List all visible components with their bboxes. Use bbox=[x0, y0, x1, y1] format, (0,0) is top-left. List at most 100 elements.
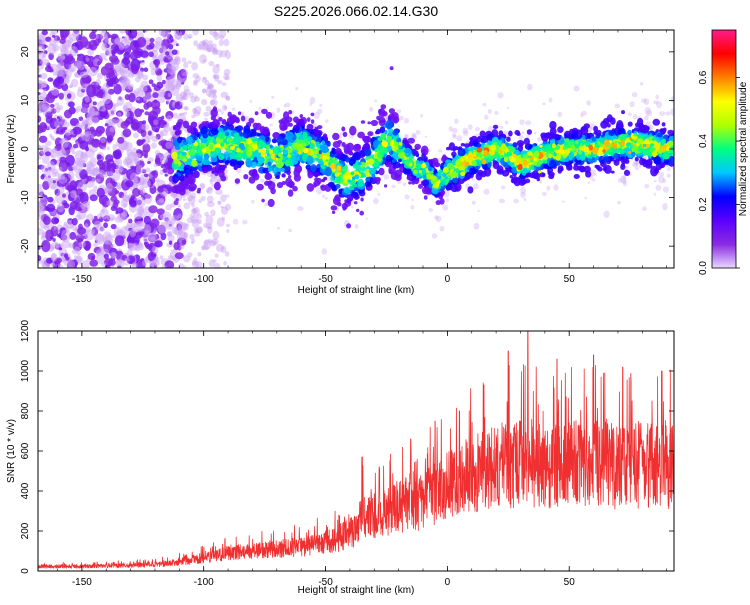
heatmap-cell bbox=[320, 185, 323, 188]
heatmap-cell bbox=[62, 193, 66, 197]
heatmap-cell bbox=[215, 254, 219, 258]
heatmap-cell bbox=[592, 178, 596, 181]
heatmap-cell bbox=[136, 98, 140, 101]
heatmap-cell bbox=[72, 127, 82, 135]
heatmap-cell bbox=[658, 149, 663, 154]
heatmap-cell bbox=[204, 133, 209, 137]
heatmap-cell bbox=[91, 134, 94, 138]
heatmap-cell bbox=[160, 156, 168, 163]
heatmap-cell bbox=[644, 184, 649, 188]
heatmap-cell bbox=[254, 157, 258, 162]
heatmap-cell bbox=[181, 113, 184, 116]
heatmap-cell bbox=[359, 211, 364, 216]
heatmap-cell bbox=[403, 156, 406, 160]
heatmap-cell bbox=[151, 142, 157, 148]
heatmap-cell bbox=[347, 198, 352, 203]
heatmap-cell bbox=[488, 141, 493, 145]
heatmap-x-tick-label: -150 bbox=[72, 274, 92, 285]
heatmap-cell bbox=[488, 156, 493, 160]
heatmap-cell bbox=[236, 148, 240, 153]
heatmap-cell bbox=[117, 259, 123, 266]
heatmap-cell bbox=[183, 72, 188, 76]
heatmap-cell bbox=[243, 130, 251, 139]
heatmap-cell bbox=[141, 124, 149, 131]
heatmap-cell bbox=[108, 34, 111, 38]
heatmap-cell bbox=[482, 159, 486, 165]
heatmap-cell bbox=[341, 171, 344, 175]
heatmap-cell bbox=[67, 93, 72, 99]
heatmap-cell bbox=[278, 153, 283, 158]
heatmap-cell bbox=[95, 129, 102, 137]
heatmap-cell bbox=[82, 119, 89, 125]
heatmap-cell bbox=[125, 180, 133, 187]
heatmap-cell bbox=[200, 145, 204, 149]
heatmap-cell bbox=[228, 137, 233, 142]
heatmap-cell bbox=[184, 85, 190, 92]
heatmap-cell bbox=[175, 131, 180, 136]
heatmap-cell bbox=[72, 151, 75, 154]
heatmap-cell bbox=[633, 145, 637, 150]
heatmap-cell bbox=[202, 245, 209, 250]
heatmap-cell bbox=[230, 128, 233, 131]
heatmap-cell bbox=[499, 199, 505, 204]
heatmap-cell bbox=[147, 161, 151, 164]
heatmap-cell bbox=[307, 117, 311, 122]
heatmap-cell bbox=[643, 144, 646, 147]
heatmap-cell bbox=[45, 151, 51, 156]
heatmap-cell bbox=[195, 155, 198, 159]
heatmap-cell bbox=[493, 161, 500, 169]
heatmap-y-tick-label: 10 bbox=[20, 94, 31, 106]
heatmap-cell bbox=[188, 34, 193, 39]
heatmap-cell bbox=[77, 227, 86, 235]
heatmap-cell bbox=[177, 137, 182, 144]
heatmap-cell bbox=[51, 242, 60, 249]
heatmap-cell bbox=[69, 232, 76, 240]
heatmap-cell bbox=[105, 63, 114, 71]
heatmap-cell bbox=[665, 111, 670, 115]
heatmap-cell bbox=[41, 165, 47, 173]
heatmap-cell bbox=[60, 55, 65, 59]
heatmap-cell bbox=[72, 249, 78, 254]
heatmap-x-tick-label: 50 bbox=[564, 274, 576, 285]
heatmap-cell bbox=[611, 148, 614, 152]
heatmap-cell bbox=[644, 115, 648, 121]
heatmap-cell bbox=[125, 111, 130, 117]
heatmap-cell bbox=[303, 148, 308, 153]
heatmap-cell bbox=[505, 168, 509, 171]
heatmap-cell bbox=[52, 35, 55, 38]
heatmap-cell bbox=[47, 161, 56, 172]
heatmap-cell bbox=[330, 163, 335, 170]
heatmap-cell bbox=[52, 148, 57, 154]
heatmap-cell bbox=[192, 196, 196, 200]
heatmap-cell bbox=[265, 136, 269, 142]
heatmap-cell bbox=[639, 124, 646, 133]
heatmap-cell bbox=[191, 241, 195, 244]
heatmap-cell bbox=[198, 219, 202, 224]
heatmap-cell bbox=[81, 107, 87, 113]
heatmap-cell bbox=[425, 136, 428, 138]
heatmap-cell bbox=[630, 101, 635, 107]
heatmap-cell bbox=[61, 229, 71, 242]
heatmap-cell bbox=[575, 140, 578, 144]
heatmap-cell bbox=[106, 73, 111, 79]
heatmap-cell bbox=[225, 76, 230, 81]
heatmap-cell bbox=[291, 155, 299, 165]
heatmap-cell bbox=[343, 132, 348, 137]
heatmap-cell bbox=[108, 259, 115, 266]
heatmap-cell bbox=[568, 165, 573, 171]
heatmap-cell bbox=[184, 232, 189, 238]
heatmap-cell bbox=[167, 232, 170, 236]
heatmap-cell bbox=[534, 132, 537, 135]
heatmap-cell bbox=[197, 252, 201, 256]
heatmap-cell bbox=[80, 71, 88, 78]
heatmap-cell bbox=[457, 135, 463, 141]
heatmap-cell bbox=[412, 199, 414, 201]
heatmap-cell bbox=[59, 140, 63, 144]
heatmap-cell bbox=[422, 169, 427, 175]
heatmap-cell bbox=[293, 116, 299, 122]
heatmap-cell bbox=[533, 173, 541, 180]
heatmap-cell bbox=[367, 131, 373, 136]
heatmap-cell bbox=[523, 154, 528, 159]
heatmap-cell bbox=[122, 68, 128, 74]
